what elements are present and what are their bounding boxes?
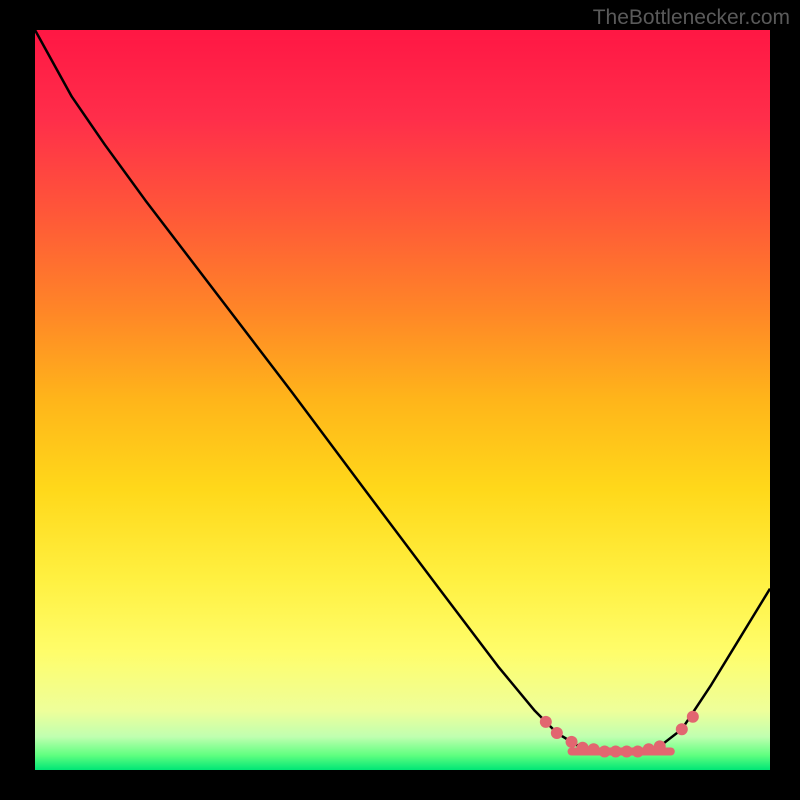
bottleneck-chart [0,0,800,800]
chart-svg [0,0,800,800]
watermark-text: TheBottlenecker.com [593,6,790,30]
